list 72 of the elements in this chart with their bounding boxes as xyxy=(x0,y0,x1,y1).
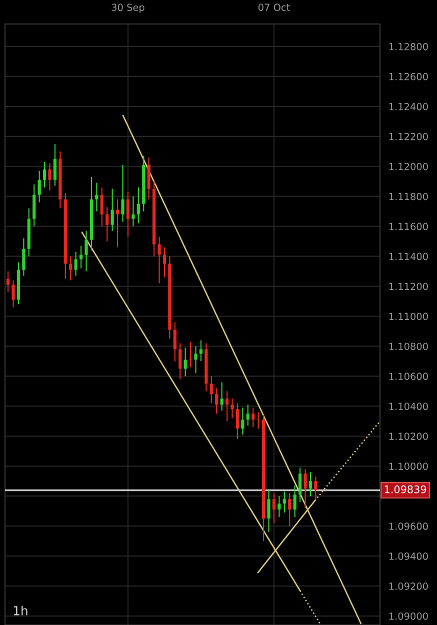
candlestick xyxy=(184,347,187,377)
candlestick xyxy=(272,492,276,524)
candlestick xyxy=(126,191,130,238)
x-tick-label: 07 Oct xyxy=(258,4,290,12)
candlestick xyxy=(288,492,292,527)
candlestick xyxy=(173,322,176,362)
candlestick xyxy=(100,186,104,227)
y-tick-label: 1.09200 xyxy=(389,582,428,590)
candlestick xyxy=(314,476,318,500)
candlestick xyxy=(230,398,234,419)
candlestick xyxy=(32,184,36,227)
ref-line-label: 1.09839 xyxy=(384,485,426,494)
y-tick-label: 1.11200 xyxy=(389,282,428,290)
y-tick-label: 1.12800 xyxy=(389,42,428,50)
candlestick xyxy=(252,407,255,428)
candlestick xyxy=(282,491,286,514)
candlestick xyxy=(304,468,307,509)
candlestick xyxy=(147,156,150,200)
candlestick xyxy=(48,162,52,191)
candlestick xyxy=(121,164,124,222)
x-tick-label: 30 Sep xyxy=(112,4,144,13)
candlestick xyxy=(220,382,224,412)
candlestick xyxy=(53,143,57,186)
candlestick xyxy=(42,161,46,188)
candlestick xyxy=(110,188,114,232)
y-tick-label: 1.10400 xyxy=(389,402,428,410)
candlestick xyxy=(210,376,213,404)
candlestick xyxy=(194,346,198,374)
candlestick xyxy=(84,230,88,272)
candlestick xyxy=(199,340,203,362)
y-tick-label: 1.12400 xyxy=(389,102,428,110)
y-tick-label: 1.11000 xyxy=(389,312,428,320)
candlestick xyxy=(225,390,229,422)
candlestick xyxy=(116,198,120,248)
candlestick xyxy=(22,238,26,276)
y-tick-label: 1.10800 xyxy=(389,342,428,350)
candlestick xyxy=(298,467,302,503)
candlestick xyxy=(132,196,135,227)
candlestick xyxy=(162,246,166,278)
candlestick xyxy=(6,270,10,293)
candlestick xyxy=(278,496,281,518)
candlestick xyxy=(74,251,78,276)
y-tick-label: 1.10200 xyxy=(389,432,428,440)
candlestick xyxy=(12,280,15,308)
y-tick-label: 1.12600 xyxy=(389,72,428,80)
candlestick xyxy=(178,342,182,380)
candlestick xyxy=(267,490,270,533)
candlestick xyxy=(293,485,296,518)
candlestick xyxy=(69,256,72,281)
y-tick-label: 1.12000 xyxy=(389,162,428,170)
candlestick xyxy=(158,236,161,284)
candlestick xyxy=(256,412,260,430)
candlestick xyxy=(236,402,240,440)
y-tick-label: 1.10600 xyxy=(389,372,428,380)
candlestick xyxy=(241,407,244,436)
candlestick xyxy=(136,186,140,224)
y-tick-label: 1.12200 xyxy=(389,132,428,140)
y-tick-label: 1.10000 xyxy=(389,462,428,470)
y-tick-label: 1.09000 xyxy=(389,612,428,620)
y-tick-label: 1.09600 xyxy=(389,522,428,530)
candlestick xyxy=(106,206,109,242)
y-tick-label: 1.09400 xyxy=(389,552,428,560)
annotation: 1h xyxy=(14,606,28,616)
candlestick xyxy=(308,472,312,497)
candlestick xyxy=(215,388,218,414)
y-tick-label: 1.11800 xyxy=(389,192,428,200)
y-tick-label: 1.11400 xyxy=(389,252,428,260)
candlestick xyxy=(38,170,41,203)
candlestick xyxy=(79,245,83,269)
y-tick-label: 1.11600 xyxy=(389,222,428,230)
candlestick xyxy=(246,404,250,426)
candlestick xyxy=(95,182,98,212)
